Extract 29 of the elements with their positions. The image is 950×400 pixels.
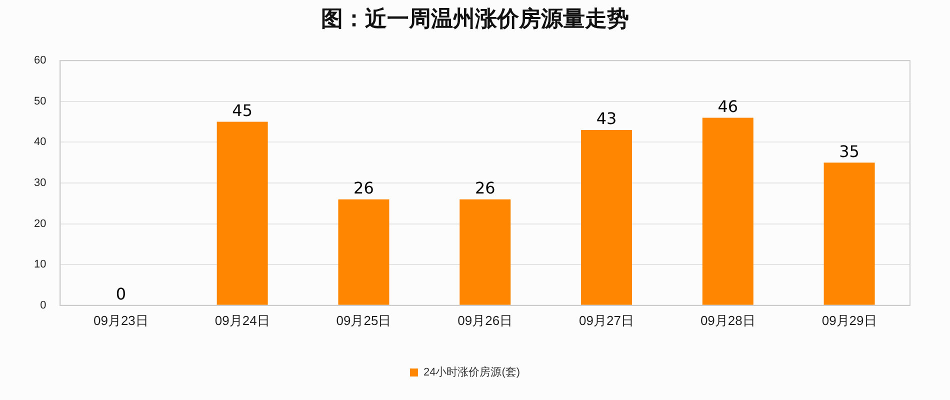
bar (460, 199, 511, 305)
x-tick-label: 09月25日 (336, 312, 392, 328)
bar (702, 118, 754, 305)
y-tick-label: 40 (34, 136, 46, 148)
data-label: 0 (116, 284, 126, 304)
y-tick-label: 60 (34, 54, 46, 67)
y-tick-label: 10 (34, 258, 46, 271)
x-tick-label: 09月26日 (458, 312, 513, 328)
bar (824, 162, 875, 305)
bar (216, 122, 268, 305)
data-label: 45 (232, 100, 253, 120)
x-tick-label: 09月24日 (214, 312, 270, 328)
data-label: 35 (839, 142, 860, 161)
data-label: 43 (596, 109, 617, 128)
data-label: 46 (718, 96, 738, 116)
x-tick-label: 09月28日 (700, 312, 756, 328)
chart-title: 图：近一周温州涨价房源量走势 (320, 6, 630, 34)
data-label: 26 (474, 178, 496, 198)
y-tick-label: 30 (34, 177, 46, 190)
y-tick-label: 20 (34, 218, 46, 230)
bar (581, 130, 632, 305)
x-tick-label: 09月27日 (579, 312, 634, 328)
y-tick-label: 50 (34, 95, 46, 108)
x-tick-label: 09月29日 (822, 312, 877, 328)
y-tick-label: 0 (40, 299, 46, 312)
legend-label: 24小时涨价房源(套) (423, 366, 520, 379)
x-tick-label: 09月23日 (93, 312, 148, 328)
bar (338, 199, 390, 305)
data-label: 26 (354, 178, 374, 198)
